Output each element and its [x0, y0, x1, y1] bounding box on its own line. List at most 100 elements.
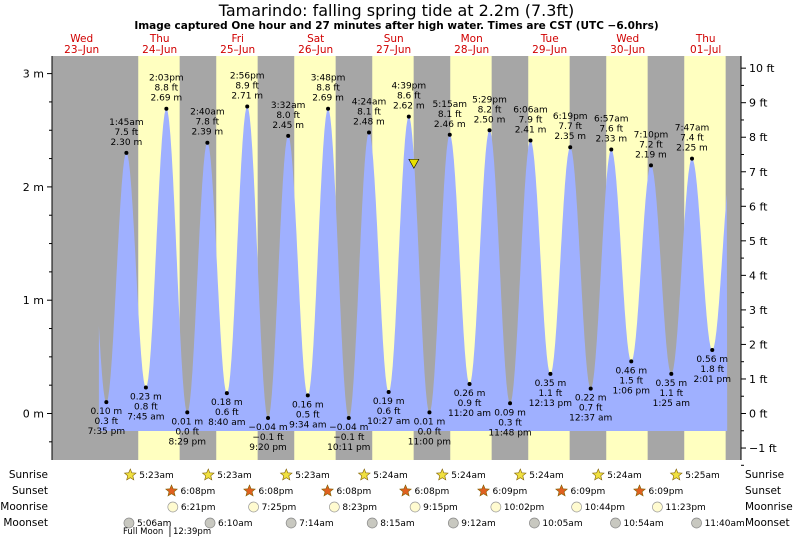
low-tide-time: 12:37 am: [569, 414, 612, 424]
high-tide-time: 4:24am: [352, 98, 387, 108]
sunrise-time: 5:24am: [529, 471, 564, 481]
y-tick-label-ft: 5 ft: [749, 235, 768, 248]
high-tide-m: 2.50 m: [474, 115, 506, 125]
high-tide-m: 2.39 m: [192, 128, 224, 138]
moonrise-icon: [409, 501, 421, 513]
day-name: Sat: [307, 33, 324, 45]
sunset-icon: [165, 484, 178, 497]
low-tide-ft: 1.5 ft: [619, 376, 643, 386]
low-tide-dot: [629, 359, 634, 364]
row-label-right-moonrise: Moonrise: [745, 501, 793, 513]
low-tide-time: 8:40 am: [208, 418, 245, 428]
low-tide-ft: 0.0 ft: [175, 427, 199, 437]
high-tide-ft: 8.1 ft: [357, 108, 381, 118]
high-tide-time: 2:56pm: [230, 71, 265, 81]
high-tide-dot: [447, 132, 452, 137]
day-name: Wed: [616, 33, 639, 45]
low-tide-ft: 0.8 ft: [134, 402, 158, 412]
low-tide-dot: [548, 371, 553, 376]
high-tide-time: 7:10pm: [634, 130, 669, 140]
sunset-icon: [555, 484, 568, 497]
low-tide-dot: [224, 391, 229, 396]
y-tick-label-ft: 2 ft: [749, 338, 768, 351]
row-label-right-moonset: Moonset: [745, 517, 790, 529]
day-date: 01–Jul: [690, 44, 721, 56]
low-tide-time: 7:35 pm: [88, 427, 126, 437]
low-tide-m: 0.10 m: [91, 407, 123, 417]
y-tick-label-ft: 6 ft: [749, 200, 768, 213]
sunrise-time: 5:24am: [607, 471, 642, 481]
low-tide-time: 9:34 am: [289, 420, 326, 430]
low-tide-m: 0.01 m: [171, 417, 203, 427]
moonrise-time: 10:44pm: [585, 503, 625, 513]
sunset-time: 6:09pm: [649, 487, 684, 497]
low-tide-time: 1:25 am: [653, 399, 690, 409]
sunrise-time: 5:25am: [685, 471, 720, 481]
sunset-time: 6:09pm: [493, 487, 528, 497]
high-tide-ft: 7.2 ft: [639, 140, 663, 150]
day-date: 23–Jun: [64, 44, 99, 56]
high-tide-m: 2.33 m: [595, 135, 627, 145]
day-date: 25–Jun: [220, 44, 255, 56]
day-date: 30–Jun: [610, 44, 645, 56]
low-tide-time: 10:27 am: [367, 417, 410, 427]
low-tide-dot: [386, 389, 391, 394]
y-tick-label-ft: −1 ft: [749, 442, 777, 455]
low-tide-time: 2:01 pm: [693, 375, 731, 385]
day-date: 26–Jun: [298, 44, 333, 56]
full-moon-label: Full Moon: [123, 527, 163, 537]
y-tick-label-m: 3 m: [23, 68, 44, 81]
y-tick-label-ft: 8 ft: [749, 131, 768, 144]
low-tide-time: 7:45 am: [127, 412, 164, 422]
sunrise-icon: [435, 468, 449, 481]
moonset-time: 8:15am: [380, 519, 415, 529]
sunrise-icon: [201, 468, 215, 481]
moonrise-icon: [248, 501, 259, 513]
high-tide-dot: [568, 145, 573, 150]
high-tide-m: 2.19 m: [635, 150, 667, 160]
y-tick-label-ft: 4 ft: [749, 269, 768, 282]
low-tide-ft: 0.5 ft: [296, 410, 320, 420]
low-tide-dot: [185, 410, 190, 415]
day-name: Sun: [384, 33, 404, 45]
high-tide-ft: 8.0 ft: [276, 111, 300, 121]
sunrise-icon: [357, 468, 371, 481]
high-tide-time: 2:03pm: [149, 74, 184, 84]
high-tide-dot: [487, 128, 492, 133]
sunset-time: 6:08pm: [259, 487, 294, 497]
low-tide-m: 0.16 m: [292, 400, 324, 410]
high-tide-ft: 8.8 ft: [155, 84, 179, 94]
high-tide-ft: 7.4 ft: [680, 134, 704, 144]
high-tide-ft: 7.7 ft: [558, 122, 582, 132]
sunset-icon: [633, 484, 646, 497]
low-tide-ft: 0.6 ft: [377, 407, 401, 417]
high-tide-dot: [609, 147, 614, 152]
sunset-time: 6:08pm: [337, 487, 372, 497]
low-tide-dot: [508, 401, 513, 406]
high-tide-dot: [205, 140, 210, 145]
high-tide-ft: 7.9 ft: [519, 115, 543, 125]
low-tide-dot: [104, 400, 109, 405]
high-tide-m: 2.25 m: [676, 144, 708, 154]
high-tide-m: 2.46 m: [434, 120, 466, 130]
low-tide-m: 0.23 m: [130, 392, 162, 402]
day-date: 27–Jun: [376, 44, 411, 56]
low-tide-dot: [305, 393, 310, 398]
high-tide-m: 2.71 m: [231, 91, 263, 101]
sunrise-icon: [279, 468, 293, 481]
low-tide-ft: 0.3 ft: [94, 417, 118, 427]
moonset-time: 6:10am: [218, 519, 253, 529]
high-tide-dot: [689, 156, 694, 161]
low-tide-m: 0.09 m: [494, 408, 526, 418]
low-tide-ft: 0.3 ft: [498, 418, 522, 428]
moonrise-time: 7:25pm: [262, 503, 297, 513]
low-tide-dot: [669, 371, 674, 376]
day-name: Thu: [149, 33, 170, 45]
high-tide-ft: 8.2 ft: [478, 105, 502, 115]
high-tide-dot: [164, 106, 169, 111]
high-tide-time: 6:57am: [594, 115, 629, 125]
day-name: Tue: [540, 33, 559, 45]
sunset-icon: [321, 484, 334, 497]
high-tide-ft: 8.1 ft: [438, 110, 462, 120]
low-tide-ft: 1.1 ft: [539, 389, 563, 399]
